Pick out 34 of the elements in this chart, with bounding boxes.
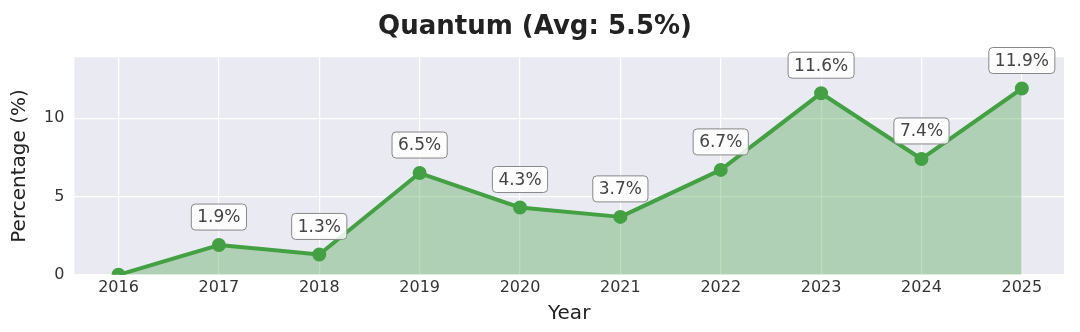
point <box>1014 81 1029 96</box>
data-label: 7.4% <box>899 120 944 141</box>
data-label: 3.7% <box>598 178 642 199</box>
data-label: 1.9% <box>197 206 241 227</box>
point <box>412 166 427 181</box>
point <box>713 162 728 177</box>
point <box>513 200 527 215</box>
y-tick-label: 5 <box>54 185 65 205</box>
x-tick-label: 2022 <box>700 276 742 296</box>
point <box>211 238 226 253</box>
x-tick-label: 2016 <box>98 276 139 296</box>
data-label: 6.7% <box>699 131 743 152</box>
point <box>312 247 327 262</box>
x-tick-label: 2021 <box>600 276 641 296</box>
x-axis-title: Year <box>547 300 592 325</box>
x-tick-label: 2020 <box>499 276 541 296</box>
chart-title: Quantum (Avg: 5.5%) <box>378 10 692 41</box>
x-tick-label: 2019 <box>399 276 440 296</box>
point <box>814 86 829 101</box>
x-tick-label: 2018 <box>298 276 340 296</box>
data-label: 11.9% <box>994 49 1049 70</box>
y-tick-label: 10 <box>44 107 65 127</box>
data-label: 11.6% <box>794 54 849 75</box>
y-tick-label: 0 <box>54 263 65 283</box>
y-axis-title: Percentage (%) <box>6 89 31 243</box>
x-tick-label: 2017 <box>198 276 240 296</box>
x-tick-label: 2023 <box>800 276 842 296</box>
point <box>613 209 628 224</box>
point <box>914 151 929 166</box>
data-label: 1.3% <box>297 215 341 236</box>
data-label: 4.3% <box>498 168 542 189</box>
x-tick-label: 2025 <box>1001 276 1043 296</box>
data-label: 6.5% <box>398 134 442 155</box>
x-tick-label: 2024 <box>901 276 942 296</box>
